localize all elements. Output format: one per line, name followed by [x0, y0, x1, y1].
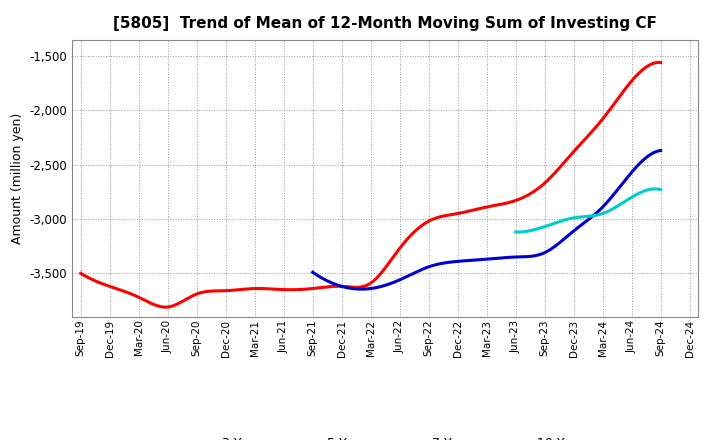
Legend: 3 Years, 5 Years, 7 Years, 10 Years: 3 Years, 5 Years, 7 Years, 10 Years	[176, 432, 595, 440]
Title: [5805]  Trend of Mean of 12-Month Moving Sum of Investing CF: [5805] Trend of Mean of 12-Month Moving …	[113, 16, 657, 32]
Y-axis label: Amount (million yen): Amount (million yen)	[11, 113, 24, 244]
